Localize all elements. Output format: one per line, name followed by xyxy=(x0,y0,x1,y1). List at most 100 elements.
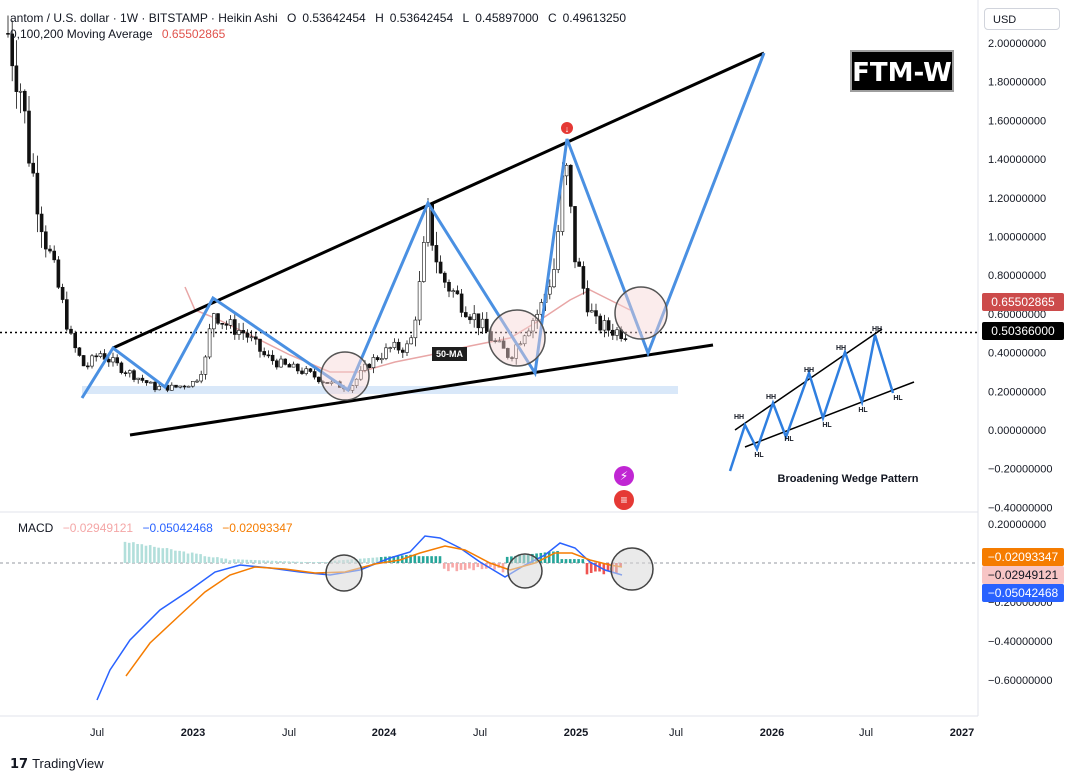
macd-hist-bar xyxy=(594,563,597,572)
candle-body xyxy=(43,231,48,250)
lightning-icon[interactable]: ⚡ xyxy=(614,466,634,486)
candle-body xyxy=(203,356,208,375)
macd-hist-bar xyxy=(207,556,211,563)
macd-hist-bar xyxy=(148,545,152,563)
time-tick-label: Jul xyxy=(90,727,104,739)
highlight-circle xyxy=(614,286,668,340)
candle-body xyxy=(589,310,594,313)
candle-body xyxy=(594,310,598,317)
candle-body xyxy=(258,338,262,352)
wedge-lower-line xyxy=(129,343,714,437)
time-tick-label: 2024 xyxy=(372,727,397,739)
macd-line-value: −0.05042468 xyxy=(142,521,213,535)
macd-hist-bar xyxy=(556,550,559,563)
candle-body xyxy=(522,335,527,345)
macd-hist-bar xyxy=(308,562,312,563)
macd-hist-bar xyxy=(258,560,261,563)
candle-body xyxy=(115,357,119,364)
candle-body xyxy=(409,337,414,345)
macd-hist-bar xyxy=(367,558,370,563)
currency-selector[interactable]: USD xyxy=(984,8,1060,30)
candle-body xyxy=(350,385,355,391)
candle-body xyxy=(367,363,372,368)
macd-hist-bar xyxy=(468,563,471,569)
macd-hist-bar xyxy=(144,545,148,563)
candle-body xyxy=(442,272,447,283)
macd-hist-bar xyxy=(392,556,396,563)
macd-hist-bar xyxy=(241,559,244,563)
candle-body xyxy=(358,370,363,380)
macd-label: MACD xyxy=(18,521,54,535)
macd-hist-bar xyxy=(577,559,580,563)
macd-hist-bar xyxy=(228,560,232,563)
macd-signal-tag: −0.02093347 xyxy=(982,548,1064,566)
pattern-title: Broadening Wedge Pattern xyxy=(778,473,919,485)
candle-body xyxy=(186,385,191,388)
ohlc-close: C 0.49613250 xyxy=(547,11,627,25)
flag-icon[interactable]: ≡ xyxy=(614,490,634,510)
candle-body xyxy=(224,323,229,326)
candle-body xyxy=(52,250,57,261)
mini-wedge-upper xyxy=(734,328,883,431)
candle-body xyxy=(417,281,422,321)
macd-hist-bar xyxy=(581,559,585,563)
macd-line-tag: −0.05042468 xyxy=(982,584,1064,602)
candle-body xyxy=(438,261,443,274)
candle-body xyxy=(266,354,271,357)
candle-body xyxy=(18,90,23,93)
candle-body xyxy=(585,288,590,313)
candle-body xyxy=(400,349,405,353)
macd-tick-label: −0.60000000 xyxy=(988,675,1053,687)
candle-body xyxy=(119,362,124,373)
candle-body xyxy=(480,318,485,329)
pattern-point-label: HL xyxy=(754,452,764,459)
candle-body xyxy=(241,330,245,334)
candle-body xyxy=(363,363,367,371)
candle-body xyxy=(476,313,481,329)
candle-body xyxy=(262,351,267,356)
time-tick-label: 2026 xyxy=(760,727,784,739)
time-tick-label: 2025 xyxy=(564,727,588,739)
macd-hist-bar xyxy=(182,551,186,563)
tradingview-logo: 17 TradingView xyxy=(10,756,104,772)
macd-hist-bar xyxy=(316,562,320,563)
candle-body xyxy=(207,328,212,358)
macd-hist-bar xyxy=(195,553,198,563)
wedge-upper-line xyxy=(112,51,765,350)
candle-body xyxy=(615,329,619,336)
mini-wedge-lower xyxy=(744,381,915,448)
macd-hist-bar xyxy=(489,563,492,568)
macd-hist-bar xyxy=(375,557,379,563)
macd-hist-bar xyxy=(279,561,282,563)
candle-body xyxy=(426,203,430,243)
price-tick-label: 0.20000000 xyxy=(988,386,1046,398)
candle-body xyxy=(531,320,535,332)
macd-hist-bar xyxy=(291,561,295,563)
candle-body xyxy=(388,347,393,349)
price-tick-label: 1.00000000 xyxy=(988,232,1046,244)
macd-hist-bar xyxy=(585,563,589,575)
candle-body xyxy=(195,380,199,383)
macd-line xyxy=(96,535,623,701)
macd-hist-bar xyxy=(409,554,412,563)
candle-body xyxy=(6,33,10,35)
macd-hist-bar xyxy=(363,558,366,563)
candle-body xyxy=(375,357,380,361)
macd-hist-bar xyxy=(253,560,257,563)
price-tick-label: 0.60000000 xyxy=(988,309,1046,321)
candle-body xyxy=(65,299,69,330)
time-tick-label: Jul xyxy=(859,727,873,739)
candle-body xyxy=(510,357,514,359)
candle-body xyxy=(447,281,451,292)
candle-body xyxy=(392,341,397,348)
ma-price-tag: 0.65502865 xyxy=(982,293,1064,311)
candle-body xyxy=(568,164,573,207)
macd-hist-tag: −0.02949121 xyxy=(982,566,1064,584)
candle-body xyxy=(413,319,418,339)
candle-body xyxy=(274,360,279,368)
candle-body xyxy=(48,248,52,252)
candle-body xyxy=(220,323,224,325)
macd-hist-bar xyxy=(552,551,555,563)
macd-hist-bar xyxy=(568,559,572,563)
